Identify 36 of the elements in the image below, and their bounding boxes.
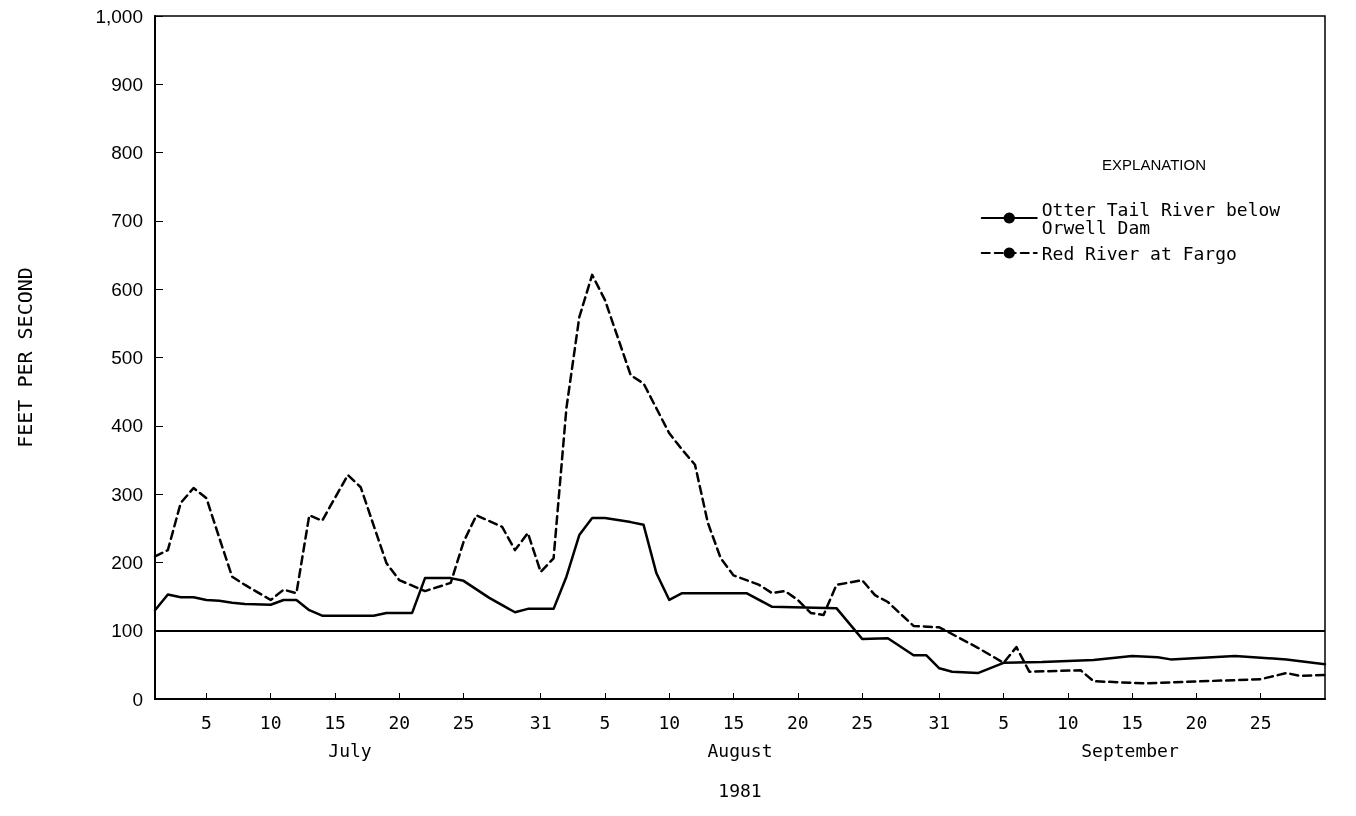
x-axis-title: 1981 [718, 779, 762, 801]
text: September [1081, 739, 1179, 761]
y-tick-label: 600 [111, 278, 143, 300]
x-tick-label: 31 [529, 711, 552, 733]
x-tick-label: 5 [599, 711, 611, 733]
x-tick-label: 20 [388, 711, 411, 733]
x-tick-label: 10 [658, 711, 681, 733]
y-tick-label: 700 [111, 210, 143, 232]
y-tick-label: 500 [111, 347, 143, 368]
x-tick-label: 15 [324, 711, 346, 733]
text: August [707, 739, 773, 761]
y-tick-label: 800 [111, 142, 143, 164]
legend-title: EXPLANATION [1102, 156, 1207, 173]
y-tick-label: 100 [111, 620, 143, 642]
x-tick-label: 10 [259, 711, 282, 733]
x-tick-label: 15 [1121, 711, 1143, 733]
legend-label: Otter Tail River below Orwell Dam [1041, 198, 1291, 238]
text: July [328, 739, 372, 761]
x-tick-label: 25 [851, 711, 873, 733]
x-tick-label: 20 [1185, 711, 1208, 733]
x-tick-label: 25 [452, 711, 475, 733]
y-tick-label: 300 [111, 483, 143, 505]
y-tick-label: 400 [111, 415, 143, 437]
x-tick-label: 31 [928, 711, 951, 733]
x-tick-label: 25 [1249, 711, 1272, 733]
x-tick-label: 15 [722, 711, 745, 733]
legend-label: Red River at Fargo [1041, 242, 1237, 264]
x-tick-label: 5 [998, 711, 1009, 733]
y-tick-label: 1,000 [95, 5, 143, 27]
x-tick-label: 20 [787, 711, 809, 733]
y-axis-title: FEET PER SECOND [13, 267, 37, 448]
y-tick-label: 900 [111, 73, 143, 95]
x-tick-label: 5 [201, 711, 212, 733]
y-tick-label: 200 [111, 551, 143, 573]
y-tick-label: 0 [132, 688, 143, 710]
x-tick-label: 10 [1057, 711, 1079, 733]
